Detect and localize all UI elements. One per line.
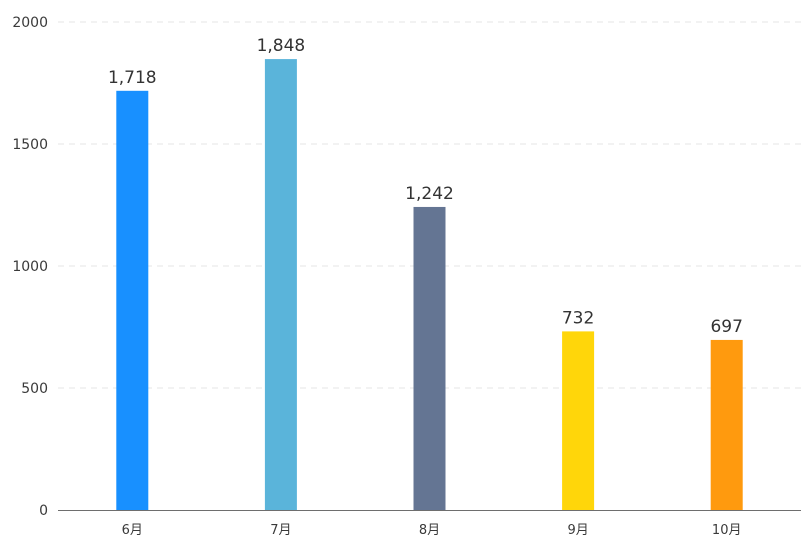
grid-lines	[58, 21, 801, 389]
y-tick-label: 1000	[12, 259, 48, 275]
data-label: 732	[562, 308, 594, 328]
x-axis-tick-labels: 6月 7月 8月 9月 10月	[122, 523, 742, 538]
data-label: 1,242	[405, 184, 454, 204]
y-tick-label: 0	[39, 503, 48, 519]
y-tick-label: 2000	[12, 15, 48, 31]
data-label: 1,718	[108, 68, 157, 88]
x-tick-label: 10月	[712, 523, 742, 538]
y-tick-label: 1500	[12, 137, 48, 153]
bar-0[interactable]	[116, 90, 149, 511]
data-label: 697	[710, 317, 742, 337]
bar-2[interactable]	[413, 206, 446, 510]
bar-1[interactable]	[264, 59, 297, 510]
y-tick-label: 500	[21, 381, 48, 397]
y-axis-tick-labels: 0 500 1000 1500 2000	[12, 15, 48, 519]
bar-4[interactable]	[710, 339, 743, 510]
data-labels: 1,718 1,848 1,242 732 697	[108, 36, 743, 337]
x-tick-label: 7月	[270, 523, 291, 538]
data-label: 1,848	[257, 36, 306, 56]
x-tick-label: 8月	[419, 523, 440, 538]
bars	[116, 59, 743, 511]
x-tick-label: 9月	[567, 523, 588, 538]
x-tick-label: 6月	[122, 523, 143, 538]
bar-3[interactable]	[562, 331, 595, 510]
